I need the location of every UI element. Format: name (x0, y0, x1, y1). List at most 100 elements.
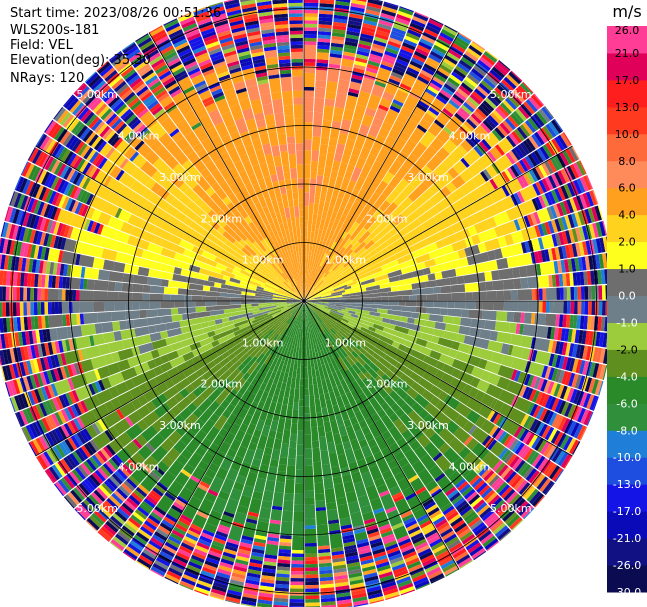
ppi-gate (304, 244, 307, 256)
ppi-gate (389, 105, 401, 113)
ppi-gate (148, 268, 160, 278)
ppi-gate (363, 320, 375, 328)
ppi-gate (273, 601, 289, 606)
ppi-gate (501, 171, 511, 183)
ppi-gate (452, 160, 468, 175)
ppi-gate (443, 406, 461, 422)
ppi-gate (382, 6, 398, 14)
ppi-gate (582, 360, 589, 376)
ppi-gate (566, 387, 575, 402)
ppi-gate (349, 230, 359, 241)
ppi-gate (321, 312, 331, 320)
ppi-gate (464, 469, 478, 483)
ppi-gate (413, 50, 428, 60)
ppi-gate (310, 279, 317, 289)
ppi-gate (311, 268, 319, 282)
ppi-gate (517, 216, 528, 230)
ppi-gate (344, 377, 352, 386)
ppi-gate (401, 139, 417, 156)
ppi-gate (394, 569, 409, 578)
ppi-gate (342, 265, 350, 272)
ppi-gate (550, 157, 560, 171)
ppi-gate (577, 211, 586, 226)
ppi-gate (240, 301, 248, 305)
ppi-gate (240, 538, 253, 545)
ppi-gate (423, 63, 437, 73)
ppi-gate (355, 215, 364, 225)
ppi-gate (561, 231, 569, 245)
ppi-gate (473, 65, 487, 77)
ppi-gate (313, 203, 319, 215)
ppi-gate (380, 493, 396, 511)
ppi-gate (372, 43, 386, 51)
ppi-gate (286, 376, 292, 388)
ppi-gate (305, 318, 307, 329)
ppi-gate (307, 302, 317, 308)
ppi-gate (448, 514, 461, 525)
ppi-gate (427, 122, 443, 137)
ppi-gate (262, 490, 274, 503)
ppi-gate (532, 183, 541, 196)
ppi-gate (372, 391, 386, 406)
ppi-gate (501, 185, 510, 197)
ppi-gate (453, 39, 468, 51)
ppi-gate (368, 124, 381, 138)
ppi-gate (358, 284, 366, 290)
ppi-gate (322, 275, 334, 286)
ppi-gate (550, 189, 560, 204)
ppi-gate (388, 37, 403, 45)
ppi-gate (382, 317, 390, 324)
ppi-gate (304, 287, 307, 298)
ppi-gate (405, 70, 418, 79)
ppi-gate (304, 58, 316, 63)
ppi-gate (402, 513, 414, 522)
ppi-gate (481, 467, 492, 479)
ppi-gate (535, 406, 545, 420)
ppi-gate (360, 407, 371, 420)
ppi-gate (522, 172, 532, 186)
ppi-gate (460, 104, 473, 116)
ppi-gate (497, 431, 508, 443)
ppi-gate (528, 470, 540, 484)
ppi-gate (374, 360, 389, 374)
ppi-gate (425, 341, 441, 352)
ppi-gate (342, 108, 355, 122)
ppi-gate (368, 251, 383, 263)
ppi-gate (195, 306, 207, 313)
ppi-gate (387, 221, 397, 230)
ppi-gate (484, 320, 496, 331)
ppi-gate (209, 286, 218, 292)
ppi-gate (483, 470, 495, 482)
ppi-gate (595, 222, 603, 237)
ppi-gate (318, 555, 332, 561)
ppi-gate (451, 239, 468, 252)
ppi-gate (365, 284, 381, 291)
ppi-gate (489, 178, 499, 190)
ppi-gate (496, 376, 511, 391)
ppi-gate (456, 275, 465, 285)
ppi-gate (422, 112, 436, 125)
ppi-gate (503, 290, 512, 301)
ppi-gate (518, 199, 537, 216)
ppi-gate (280, 521, 293, 536)
ppi-gate (335, 0, 350, 7)
ppi-gate (534, 350, 552, 366)
ppi-gate (205, 306, 214, 312)
ppi-gate (499, 122, 511, 135)
ppi-gate (47, 302, 52, 315)
ppi-gate (385, 436, 396, 447)
ppi-gate (570, 301, 575, 314)
ppi-gate (139, 309, 147, 319)
ppi-gate (442, 505, 455, 516)
ppi-gate (295, 374, 301, 389)
ppi-gate (458, 446, 471, 460)
ppi-gate (437, 337, 454, 349)
ppi-gate (335, 585, 350, 591)
ppi-gate (553, 204, 561, 218)
ppi-gate (489, 425, 499, 437)
ppi-gate (279, 542, 292, 547)
ppi-gate (519, 142, 530, 155)
ppi-gate (356, 90, 371, 108)
ppi-gate (320, 342, 329, 357)
ppi-gate (412, 573, 427, 583)
